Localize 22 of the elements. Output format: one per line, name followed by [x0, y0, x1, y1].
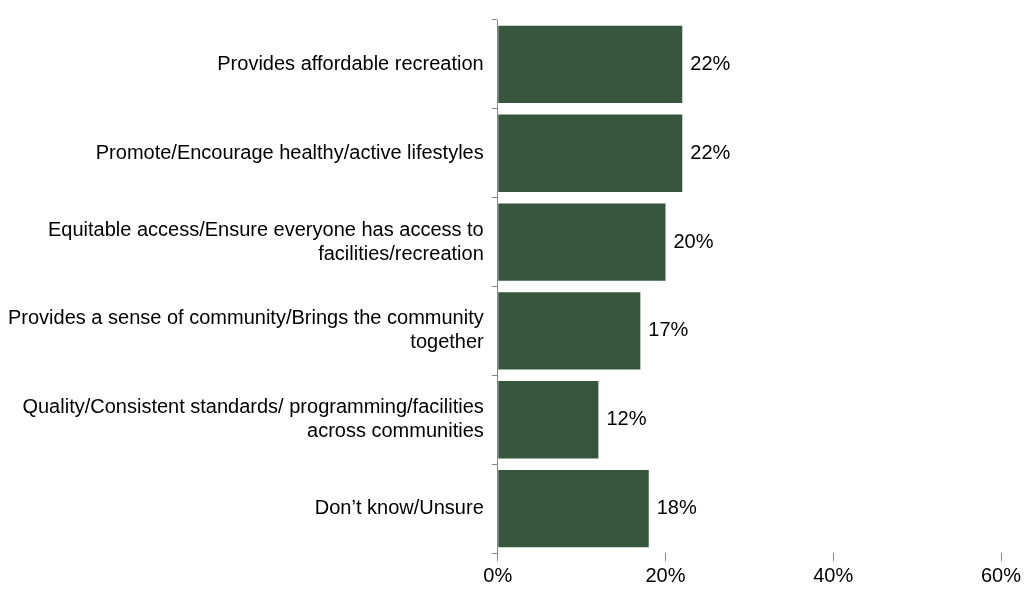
x-tick-label: 0%	[483, 563, 513, 586]
data-label: 17%	[648, 318, 689, 341]
bar	[498, 469, 649, 548]
data-label: 12%	[606, 407, 647, 430]
y-tick-label: Equitable access/Ensure everyone has access to facilities/recreation	[47, 217, 484, 264]
y-tick-label: Don’t know/Unsure	[314, 496, 484, 519]
y-tick-label: Provides a sense of community/Brings the community together	[7, 306, 485, 353]
x-tick-label: 20%	[645, 563, 686, 586]
data-label: 18%	[656, 496, 697, 519]
bar	[498, 203, 666, 281]
data-label: 22%	[690, 140, 731, 163]
data-label: 22%	[690, 51, 731, 74]
y-tick-label: Quality/Consistent standards/ programming/facilities across communities	[22, 395, 484, 442]
x-tick-label: 60%	[980, 563, 1022, 586]
bar	[498, 292, 641, 370]
x-tick-label: 40%	[813, 563, 854, 586]
y-tick-label: Provides affordable recreation	[217, 51, 484, 74]
bar	[498, 25, 683, 104]
data-label: 20%	[673, 229, 714, 252]
bar	[498, 381, 599, 459]
bar	[498, 114, 683, 192]
y-tick-label: Promote/Encourage healthy/active lifestyles	[95, 140, 484, 163]
